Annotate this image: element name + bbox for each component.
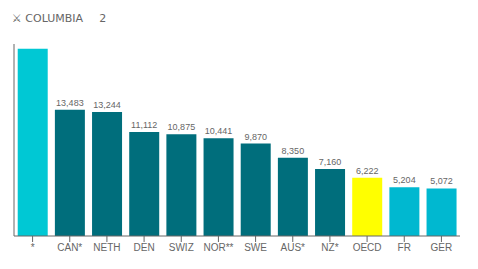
- svg-text:13,244: 13,244: [93, 100, 121, 110]
- svg-text:*: *: [31, 242, 35, 253]
- svg-text:CAN*: CAN*: [57, 242, 82, 253]
- svg-text:13,483: 13,483: [56, 98, 84, 108]
- svg-text:10,441: 10,441: [205, 126, 233, 136]
- svg-text:5,204: 5,204: [393, 175, 416, 185]
- svg-text:9,870: 9,870: [244, 132, 267, 142]
- svg-text:10,875: 10,875: [168, 122, 196, 132]
- svg-text:AUS*: AUS*: [281, 242, 306, 253]
- html-text:⚔ COLUMBIA: ⚔ COLUMBIA: [12, 11, 84, 25]
- svg-text:FR: FR: [398, 242, 411, 253]
- html-text:2: 2: [99, 11, 107, 25]
- svg-text:GER: GER: [431, 242, 453, 253]
- svg-text:11,112: 11,112: [131, 120, 157, 130]
- svg-text:8,350: 8,350: [282, 146, 305, 156]
- svg-text:7,160: 7,160: [319, 157, 342, 167]
- svg-text:SWE: SWE: [244, 242, 267, 253]
- svg-text:NOR**: NOR**: [203, 242, 233, 253]
- svg-text:DEN: DEN: [134, 242, 155, 253]
- svg-text:6,222: 6,222: [356, 166, 379, 176]
- svg-text:5,072: 5,072: [430, 176, 453, 186]
- svg-text:SWIZ: SWIZ: [169, 242, 194, 253]
- svg-text:OECD: OECD: [353, 242, 382, 253]
- svg-text:NZ*: NZ*: [321, 242, 338, 253]
- svg-text:NETH: NETH: [93, 242, 120, 253]
